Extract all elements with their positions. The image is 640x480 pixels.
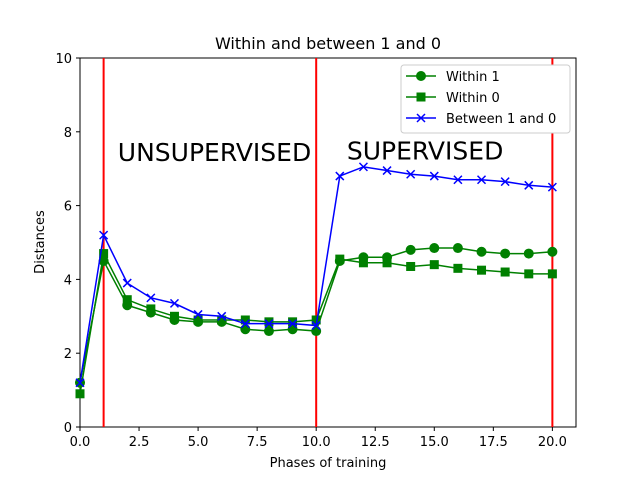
- legend-label: Within 1: [446, 70, 500, 85]
- y-axis-title: Distances: [33, 210, 48, 274]
- data-point: [524, 180, 534, 190]
- data-point: [405, 244, 416, 255]
- legend-label: Within 0: [446, 91, 500, 106]
- x-tick-label: 5.0: [188, 435, 209, 450]
- data-point: [122, 295, 132, 305]
- data-point: [429, 260, 439, 270]
- data-point: [146, 304, 156, 314]
- data-point: [382, 258, 392, 268]
- data-point: [122, 278, 132, 288]
- data-point: [169, 311, 179, 321]
- data-point: [382, 166, 392, 176]
- data-point: [288, 319, 298, 329]
- data-point: [263, 326, 274, 337]
- legend-marker: [416, 113, 426, 123]
- data-point: [264, 319, 274, 329]
- y-tick-label: 6: [64, 200, 72, 215]
- x-tick-label: 10.0: [302, 435, 331, 450]
- y-tick-label: 2: [64, 347, 72, 362]
- data-point: [406, 169, 416, 179]
- data-point: [335, 171, 345, 181]
- data-point: [75, 378, 85, 388]
- data-point: [429, 171, 439, 181]
- y-tick-label: 4: [64, 273, 72, 288]
- data-point: [500, 177, 510, 187]
- data-point: [452, 243, 463, 254]
- x-tick-label: 12.5: [361, 435, 390, 450]
- data-point: [547, 246, 558, 257]
- axes-frame: [79, 57, 577, 428]
- chart-title: Within and between 1 and 0: [215, 34, 441, 53]
- legend-box: [400, 64, 571, 134]
- data-point: [524, 269, 534, 279]
- data-point: [523, 248, 534, 259]
- data-point: [358, 162, 368, 172]
- y-tick-label: 0: [64, 421, 72, 436]
- data-point: [476, 246, 487, 257]
- data-point: [547, 182, 557, 192]
- data-point: [335, 254, 345, 264]
- legend-label: Between 1 and 0: [446, 112, 556, 127]
- data-point: [358, 258, 368, 268]
- x-axis-title: Phases of training: [270, 456, 387, 471]
- data-point: [146, 293, 156, 303]
- x-tick-label: 20.0: [538, 435, 567, 450]
- x-tick-label: 0.0: [70, 435, 91, 450]
- data-point: [288, 317, 298, 327]
- phase-annotation: UNSUPERVISED: [118, 138, 311, 167]
- data-point: [240, 319, 250, 329]
- data-point: [99, 249, 109, 259]
- data-point: [547, 269, 557, 279]
- data-point: [217, 311, 227, 321]
- data-point: [429, 243, 440, 254]
- data-point: [476, 175, 487, 185]
- data-point: [406, 261, 416, 271]
- y-tick-label: 8: [64, 126, 72, 141]
- data-point: [500, 248, 511, 259]
- data-point: [169, 298, 180, 308]
- x-tick-label: 7.5: [247, 435, 268, 450]
- data-point: [500, 267, 510, 277]
- data-point: [453, 263, 463, 273]
- legend-marker: [416, 92, 426, 102]
- phase-annotation: SUPERVISED: [347, 136, 503, 165]
- data-point: [311, 320, 321, 331]
- data-point: [453, 175, 463, 185]
- y-tick-label: 10: [55, 52, 72, 67]
- data-point: [193, 309, 203, 319]
- data-point: [477, 265, 487, 275]
- data-point: [264, 317, 274, 327]
- plot-area: 0.0 2.5 5.0 7.5 10.0 12.5 15.0 17.5 20.0 0 2 4 6 8 10 U…: [55, 52, 577, 450]
- x-tick-label: 17.5: [479, 435, 508, 450]
- x-tick-label: 2.5: [129, 435, 150, 450]
- x-tick-label: 15.0: [420, 435, 449, 450]
- data-point: [75, 389, 85, 399]
- legend-marker: [416, 71, 426, 81]
- data-point: [193, 315, 203, 325]
- data-point: [99, 230, 109, 240]
